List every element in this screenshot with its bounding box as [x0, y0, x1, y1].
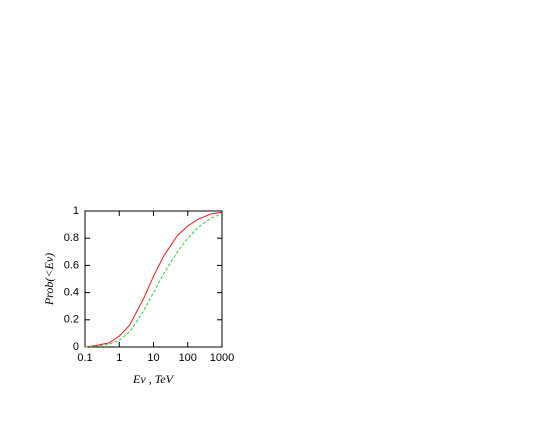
- y-tick-label: 0.4: [64, 287, 79, 299]
- y-tick-label: 0.8: [64, 232, 79, 244]
- x-tick-label: 1: [116, 352, 122, 364]
- x-tick-label: 1000: [210, 352, 234, 364]
- series-line: [84, 213, 223, 348]
- y-tick-label: 0.6: [64, 259, 79, 271]
- y-tick-label: 1: [73, 205, 79, 217]
- plot-frame: [84, 210, 223, 348]
- series-line: [84, 211, 223, 348]
- y-axis-label: Prob(<Eν): [42, 253, 56, 306]
- x-tick-label: 100: [179, 352, 197, 364]
- x-tick-label: 0.1: [77, 352, 92, 364]
- y-tick-label: 0.2: [64, 314, 79, 326]
- x-tick-label: 10: [147, 352, 159, 364]
- y-tick-label: 0: [73, 341, 79, 353]
- x-axis-label: Eν , TeV: [132, 372, 175, 386]
